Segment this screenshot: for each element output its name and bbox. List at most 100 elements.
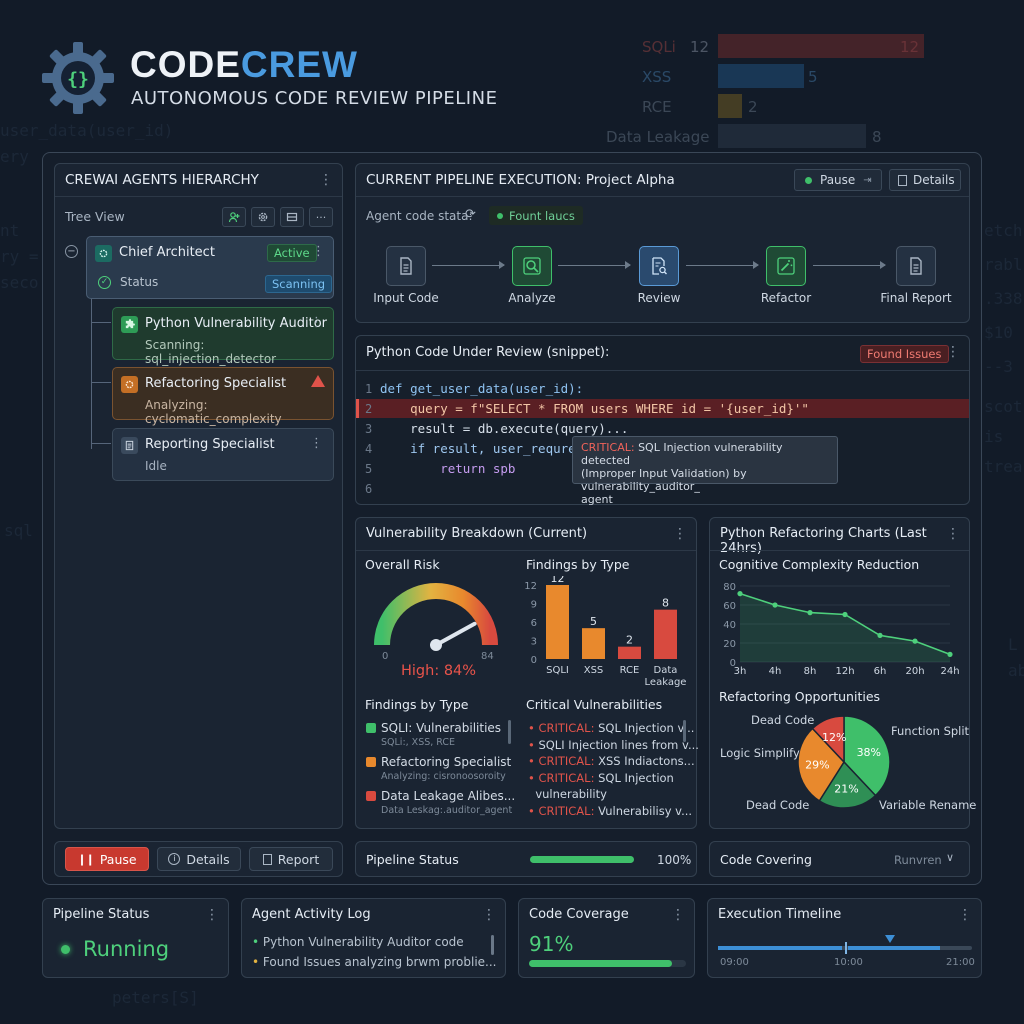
more-icon[interactable]: ⋮ <box>310 315 323 330</box>
tree-line <box>91 322 111 323</box>
y-tick-label: 9 <box>531 600 537 611</box>
y-tick-label: 80 <box>723 582 736 593</box>
pipeline-panel-title: CURRENT PIPELINE EXECUTION: Project Alph… <box>366 172 675 188</box>
critical-text: SQL Injection <box>598 770 674 785</box>
more-icon[interactable]: ⋮ <box>946 344 960 360</box>
pie-label: Dead Code <box>746 798 810 812</box>
step-analyze[interactable] <box>512 246 552 286</box>
x-tick-label: 24h <box>940 666 959 677</box>
y-tick-label: 20 <box>723 639 736 650</box>
step-refactor[interactable] <box>766 246 806 286</box>
timeline-label: 21:00 <box>946 957 975 968</box>
settings-button[interactable] <box>251 207 275 227</box>
line-number: 4 <box>365 442 373 456</box>
pause-label: Pause <box>820 173 856 187</box>
scrollbar[interactable] <box>491 935 494 955</box>
timeline-label: 10:00 <box>834 957 863 968</box>
more-icon[interactable]: ⋮ <box>671 907 685 923</box>
legend-sub: SQLi:, XSS, RCE <box>381 737 456 748</box>
agent-card-chief-architect[interactable]: Chief Architect Active ⋮ ✓ Status Scanni… <box>86 236 334 299</box>
scrollbar[interactable] <box>508 720 511 744</box>
agent-card-reporting-specialist[interactable]: Reporting Specialist Idle ⋮ <box>112 428 334 481</box>
y-tick-label: 0 <box>531 655 537 666</box>
more-icon[interactable]: ⋮ <box>312 244 325 259</box>
bg-code: sql <box>4 521 33 540</box>
search-icon <box>523 257 541 275</box>
report-button[interactable]: Report <box>249 847 333 871</box>
critical-item: • CRITICAL: SQL Injection <box>528 770 674 785</box>
x-tick-label: XSS <box>584 665 604 676</box>
review-document-icon <box>652 257 667 275</box>
agent-status: Scanning: sql_injection_detector <box>145 338 277 366</box>
timeline-segment <box>718 946 842 950</box>
pie-chart-title: Refactoring Opportunities <box>719 689 881 704</box>
critical-text: vulnerability <box>535 787 607 801</box>
details-button[interactable]: Details <box>889 169 961 191</box>
pause-button[interactable]: ❙❙ Pause <box>65 847 149 871</box>
tree-line <box>91 382 111 383</box>
more-icon[interactable]: ⋮ <box>310 436 323 451</box>
bar-value-label: 12 <box>551 576 565 585</box>
add-agent-button[interactable] <box>222 207 246 227</box>
progress-fill <box>530 856 634 863</box>
more-options-button[interactable]: ··· <box>309 207 333 227</box>
details-label: Details <box>186 851 230 867</box>
details-button[interactable]: i Details <box>157 847 241 871</box>
vulnerability-panel: Vulnerability Breakdown (Current) ⋮ <box>355 517 697 829</box>
pipeline-status-label: Pipeline Status <box>366 852 459 867</box>
x-tick-label: 3h <box>734 666 747 677</box>
more-icon[interactable]: ⋮ <box>482 907 496 923</box>
agent-card-vulnerability-auditor[interactable]: Python Vulnerability Auditor Scanning: s… <box>112 307 334 366</box>
collapse-icon[interactable]: − <box>65 245 78 258</box>
x-tick-label: RCE <box>620 665 640 676</box>
more-icon[interactable]: ⋮ <box>673 526 687 542</box>
code-review-title: Python Code Under Review (snippet): <box>366 345 610 360</box>
status-label: Status <box>120 275 159 289</box>
agent-status: Analyzing: cyclomatic_complexity <box>145 398 282 426</box>
legend-label: Refactoring Specialist <box>381 755 512 769</box>
layout-button[interactable] <box>280 207 304 227</box>
bottom-status-panel: Pipeline Status ⋮ Running <box>42 898 229 978</box>
bg-bar <box>718 64 804 88</box>
bg-bar-label: Data Leakage <box>606 128 710 146</box>
pie-slice <box>797 727 845 802</box>
timeline-marker-icon[interactable] <box>885 935 895 943</box>
pipeline-state-value: Fount laucs <box>509 208 575 223</box>
pause-button[interactable]: Pause ⇥ <box>794 169 882 191</box>
step-review[interactable] <box>639 246 679 286</box>
brand-tagline: AUTONOMOUS CODE REVIEW PIPELINE <box>131 88 498 109</box>
bar <box>546 585 569 659</box>
x-tick-label: 12h <box>835 666 854 677</box>
risk-text: High: 84% <box>401 663 477 679</box>
code-covering-panel[interactable]: Code Covering Runvren ∨ <box>709 841 970 877</box>
gear-icon <box>258 212 268 222</box>
bg-findings-chart: SQLi 12 12 XSS 5 RCE 2 Data Leakage 8 <box>600 30 930 150</box>
line-number: 3 <box>365 422 373 436</box>
coverage-panel: Code Coverage ⋮ 91% <box>518 898 695 978</box>
logo: {} <box>40 40 116 116</box>
tree-line <box>91 299 92 449</box>
step-final-report[interactable] <box>896 246 936 286</box>
bg-code: user_data(user_id) ery <box>0 121 174 166</box>
more-icon[interactable]: ⋮ <box>946 526 960 542</box>
data-point <box>772 602 778 608</box>
gauge-max: 84 <box>481 651 494 662</box>
refactoring-pie-chart: 38% 21% 29% 12% <box>797 715 891 809</box>
more-icon[interactable]: ⋮ <box>319 172 333 188</box>
chevron-down-icon[interactable]: ∨ <box>946 851 955 864</box>
refresh-icon[interactable]: ⟳ <box>465 207 476 222</box>
y-tick-label: 3 <box>531 637 537 648</box>
critical-text: SQL Injection v... <box>598 721 695 735</box>
status-value-badge: Scanning <box>265 275 333 293</box>
more-icon[interactable]: ⋮ <box>205 907 219 923</box>
more-icon[interactable]: ⋮ <box>958 907 972 923</box>
status-badge: Active <box>267 244 317 262</box>
magic-wand-icon <box>777 257 795 275</box>
step-input-code[interactable] <box>386 246 426 286</box>
agent-card-refactoring-specialist[interactable]: Refactoring Specialist Analyzing: cyclom… <box>112 367 334 426</box>
refactoring-panel-title: Python Refactoring Charts (Last 24hrs) <box>720 526 927 556</box>
scrollbar[interactable] <box>683 720 686 742</box>
legend-swatch <box>366 757 376 767</box>
user-plus-icon <box>228 212 240 223</box>
area-fill <box>740 593 950 662</box>
